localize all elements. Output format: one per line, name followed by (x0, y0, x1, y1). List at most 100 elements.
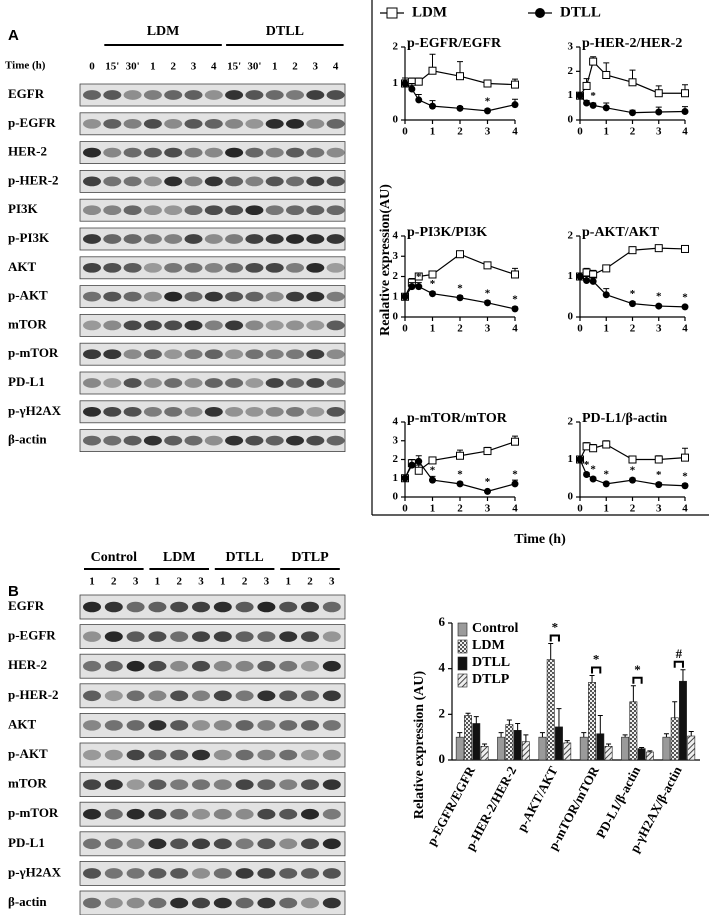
y-tick-label: 3 (568, 41, 574, 53)
blot-band (326, 147, 345, 158)
bar (563, 742, 572, 761)
blot-band (123, 90, 142, 100)
data-point (484, 299, 491, 307)
x-axis-label: Time (h) (514, 532, 566, 547)
blot-band (126, 838, 145, 850)
significance-mark: * (682, 291, 688, 303)
blot-band (265, 349, 284, 360)
error-bar (515, 722, 521, 731)
error-bar (482, 743, 488, 747)
x-tick-label: 0 (577, 126, 583, 138)
blot-band (286, 147, 304, 158)
significance-mark: * (416, 271, 422, 283)
blot-band (164, 205, 183, 216)
x-tick-label: 1 (430, 503, 436, 515)
blot-band (326, 234, 345, 244)
blot-band (83, 749, 101, 761)
chart-title: p-EGFR/EGFR (407, 36, 502, 51)
blot-band (257, 838, 276, 850)
significance-bracket (591, 666, 602, 674)
blot-band (184, 320, 203, 331)
blot-band (225, 205, 244, 216)
blot-band (245, 291, 264, 302)
blot-band (192, 720, 210, 731)
blot-band (83, 838, 101, 850)
x-tick-label: 0 (402, 503, 408, 515)
blot-band (204, 406, 223, 417)
blot-band (83, 262, 101, 273)
blot-band (286, 90, 304, 100)
blot-strip (79, 429, 346, 453)
data-point (511, 80, 519, 89)
x-tick-label: 2 (457, 503, 463, 515)
group-label: Control (91, 550, 138, 565)
blot-band (225, 90, 244, 100)
data-point (602, 70, 611, 79)
lane-label: 1 (220, 576, 226, 588)
blot-band (225, 406, 244, 417)
lane-label: 3 (264, 576, 270, 588)
blot-band (235, 720, 254, 731)
blot-band (204, 234, 223, 244)
error-bar (498, 732, 504, 738)
blot-band (148, 838, 167, 850)
blot-band (123, 349, 142, 360)
error-bar (672, 701, 678, 718)
blot-row-label: p-EGFR (8, 115, 56, 130)
blot-band (265, 176, 284, 187)
blot-band (286, 435, 304, 446)
blot-band (143, 435, 162, 446)
blot-band (123, 262, 142, 273)
legend-label: LDM (412, 4, 447, 20)
blot-band (148, 868, 167, 879)
blot-band (279, 779, 298, 790)
blot-band (192, 897, 210, 909)
blot-band (286, 291, 304, 302)
blot-band (148, 897, 167, 909)
y-axis-label: Relative expression (AU) (412, 671, 427, 820)
blot-band (306, 90, 325, 100)
blot-band (279, 838, 298, 850)
data-point (654, 455, 663, 464)
legend-label: DTLP (472, 672, 510, 687)
blot-strip (79, 713, 346, 738)
blot-band (143, 406, 162, 417)
blot-band (204, 90, 223, 100)
blot-band (204, 378, 223, 388)
blot-band (83, 147, 101, 158)
error-bar (581, 732, 587, 738)
x-tick-label: 4 (682, 503, 688, 515)
bar (670, 717, 679, 761)
x-tick-label: 3 (485, 126, 491, 138)
y-tick-label: 0 (568, 311, 574, 323)
data-point (602, 104, 610, 112)
x-tick-label: 3 (656, 126, 662, 138)
blot-band (123, 378, 142, 388)
bar (538, 736, 547, 761)
blot-band (326, 320, 345, 331)
data-point (655, 108, 663, 116)
y-tick-label: 0 (568, 114, 574, 126)
data-point (582, 442, 591, 451)
blot-band (192, 868, 210, 879)
blot-band (104, 779, 123, 790)
blot-band (148, 601, 167, 613)
blot-band (326, 176, 345, 187)
blot-band (225, 147, 244, 158)
y-tick-label: 1 (568, 89, 574, 101)
significance-mark: * (584, 459, 590, 471)
significance-mark: * (512, 468, 518, 480)
legend-marker (386, 7, 398, 19)
blot-band (306, 378, 325, 388)
blot-band (213, 720, 232, 731)
error-bar (465, 712, 471, 716)
blot-band (322, 601, 341, 613)
blot-band (126, 897, 145, 909)
panel-label: B (8, 583, 19, 600)
data-point (483, 261, 492, 270)
blot-band (83, 897, 101, 909)
blot-band (83, 631, 101, 642)
blot-band (213, 897, 232, 909)
blot-row-label: HER-2 (8, 144, 47, 159)
blot-band (126, 631, 145, 642)
